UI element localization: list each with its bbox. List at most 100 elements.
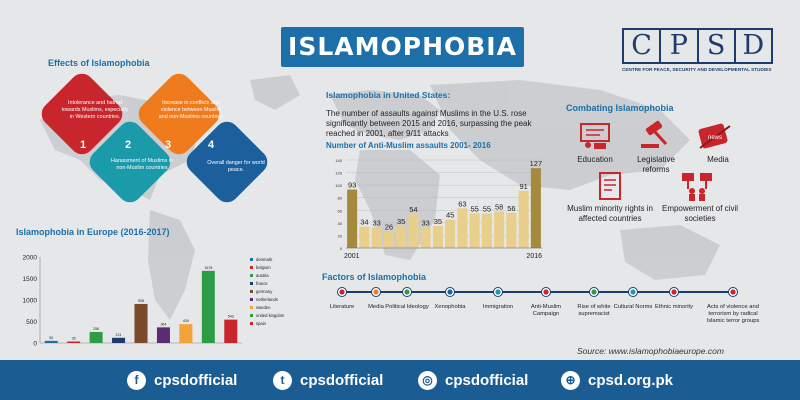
europe-ytick-label: 1000	[23, 298, 38, 305]
gavel-icon	[641, 120, 668, 148]
us-bar	[408, 214, 419, 248]
combat-label-education: Education	[577, 155, 613, 164]
factor-label: Acts of violence and terrorism by radica…	[706, 304, 760, 324]
facebook-icon: f	[127, 370, 146, 390]
us-xlabel-first: 2001	[344, 253, 360, 260]
europe-legend-label: austria	[256, 273, 269, 278]
europe-legend-swatch	[250, 306, 253, 309]
europe-data-label: 1678	[204, 266, 212, 270]
europe-bar	[112, 337, 126, 343]
effect-number-2: 2	[125, 139, 132, 151]
us-ytick-label: 60	[338, 208, 343, 213]
factor-node-dot	[373, 289, 379, 295]
europe-legend-label: france	[256, 281, 268, 286]
europe-data-label: 121	[116, 333, 122, 337]
europe-ytick-label: 1500	[23, 276, 38, 283]
footer-twitter[interactable]: t cpsdofficial	[273, 360, 383, 400]
europe-data-label: 439	[183, 319, 189, 323]
factor-label: Cultural Norms	[613, 304, 653, 310]
instagram-icon: ◎	[418, 370, 437, 390]
factor-label: Media	[368, 304, 384, 310]
factor-node-dot	[671, 289, 677, 295]
europe-legend-label: sweden	[256, 305, 271, 310]
factor-node-dot	[404, 289, 410, 295]
us-ytick-label: 120	[335, 171, 342, 176]
us-data-label: 33	[421, 218, 429, 227]
effect-text-4: Overall danger for world peace.	[207, 160, 265, 173]
factor-node-dot	[630, 289, 636, 295]
footer-bar: f cpsdofficial t cpsdofficial ◎ cpsdoffi…	[0, 360, 800, 400]
us-bar	[432, 226, 443, 248]
factor-node-dot	[591, 289, 597, 295]
footer-instagram-text: cpsdofficial	[445, 371, 529, 389]
footer-facebook[interactable]: f cpsdofficial	[127, 360, 237, 400]
factor-label: Immigration	[482, 304, 514, 310]
europe-legend-swatch	[250, 298, 253, 301]
us-bar	[530, 168, 541, 248]
us-data-label: 33	[372, 218, 380, 227]
source-text: Source: www.islamophobiaeurope.com	[577, 346, 724, 356]
us-bar	[445, 219, 456, 248]
factor-label: Rise of white supremacist	[577, 304, 611, 317]
us-bar	[494, 211, 505, 248]
us-chart: 0 20 40 60 80 100 120 140 93 34 33 26 35 54 33 35 45 63 55…	[335, 158, 542, 260]
us-data-label: 55	[483, 204, 491, 213]
footer-twitter-text: cpsdofficial	[300, 371, 384, 389]
effects-title: Effects of Islamophobia	[48, 58, 150, 68]
europe-data-label: 50	[49, 336, 53, 340]
twitter-icon: t	[273, 370, 292, 390]
europe-data-label: 35	[72, 336, 76, 340]
page-title: ISLAMOPHOBIA	[281, 27, 524, 67]
logo-letter: D	[742, 30, 765, 61]
europe-chart: 0 500 1000 1500 2000 50 35 256 121 908 364 439 1678 5…	[23, 255, 285, 348]
effect-number-4: 4	[208, 139, 215, 151]
europe-bar	[89, 331, 103, 343]
us-ytick-label: 140	[335, 158, 342, 163]
europe-legend-label: netherlands	[256, 297, 278, 302]
us-data-label: 35	[434, 217, 442, 226]
europe-legend-swatch	[250, 290, 253, 293]
combat-label-media: Media	[707, 155, 729, 164]
europe-legend-swatch	[250, 322, 253, 325]
us-data-label: 91	[519, 182, 527, 191]
us-chart-title: Number of Anti-Muslim assaults 2001- 201…	[326, 141, 491, 150]
us-bar	[396, 226, 407, 248]
us-ytick-label: 80	[338, 196, 343, 201]
us-bar	[359, 226, 370, 248]
europe-legend-label: spain	[256, 321, 267, 326]
factor-label: Ethnic minority	[654, 304, 693, 310]
europe-legend-label: denmark	[256, 257, 273, 262]
europe-data-label: 543	[228, 315, 234, 319]
europe-bar	[134, 303, 148, 343]
logo-letter: S	[699, 30, 736, 62]
factors-timeline	[337, 287, 738, 297]
effect-text-3: Increase in conflicts and violence betwe…	[158, 100, 224, 120]
europe-chart-title: Islamophobia in Europe (2016-2017)	[16, 227, 170, 237]
us-ytick-label: 100	[335, 183, 342, 188]
europe-bar	[67, 341, 81, 343]
education-icon	[580, 123, 610, 149]
combat-label-empowerment: Empowerment of civil societies	[661, 204, 739, 223]
svg-text:news: news	[708, 135, 722, 141]
us-bar	[347, 189, 358, 248]
europe-bar	[224, 319, 238, 343]
europe-data-label: 364	[160, 322, 166, 326]
europe-legend-label: belgium	[256, 265, 271, 270]
europe-data-label: 908	[138, 299, 144, 303]
europe-legend-swatch	[250, 266, 253, 269]
us-data-label: 93	[348, 181, 356, 190]
effect-text-2: Harassment of Muslims in non-Muslim coun…	[110, 158, 173, 171]
footer-website[interactable]: ⊕ cpsd.org.pk	[561, 360, 673, 400]
us-paragraph: The number of assaults against Muslims i…	[326, 109, 532, 138]
europe-legend-swatch	[250, 314, 253, 317]
footer-facebook-text: cpsdofficial	[154, 371, 238, 389]
footer-website-text: cpsd.org.pk	[588, 371, 674, 389]
factor-label: Political Ideology	[385, 304, 429, 310]
us-data-label: 54	[409, 205, 417, 214]
factor-label: Xenophobia	[434, 304, 466, 310]
us-data-label: 45	[446, 211, 454, 220]
footer-instagram[interactable]: ◎ cpsdofficial	[418, 360, 528, 400]
us-bar	[518, 190, 529, 248]
us-data-label: 35	[397, 217, 405, 226]
us-data-label: 63	[458, 199, 466, 208]
